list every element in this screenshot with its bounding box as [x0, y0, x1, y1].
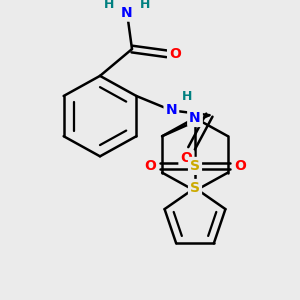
- Text: H: H: [182, 90, 193, 104]
- Text: H: H: [104, 0, 114, 11]
- Text: O: O: [234, 159, 246, 173]
- Text: S: S: [190, 159, 200, 173]
- Text: O: O: [144, 159, 156, 173]
- Text: N: N: [121, 6, 133, 20]
- Text: S: S: [190, 181, 200, 195]
- Text: H: H: [140, 0, 150, 11]
- Text: N: N: [189, 111, 201, 125]
- Text: O: O: [180, 151, 192, 165]
- Text: N: N: [166, 103, 177, 117]
- Text: O: O: [169, 47, 181, 61]
